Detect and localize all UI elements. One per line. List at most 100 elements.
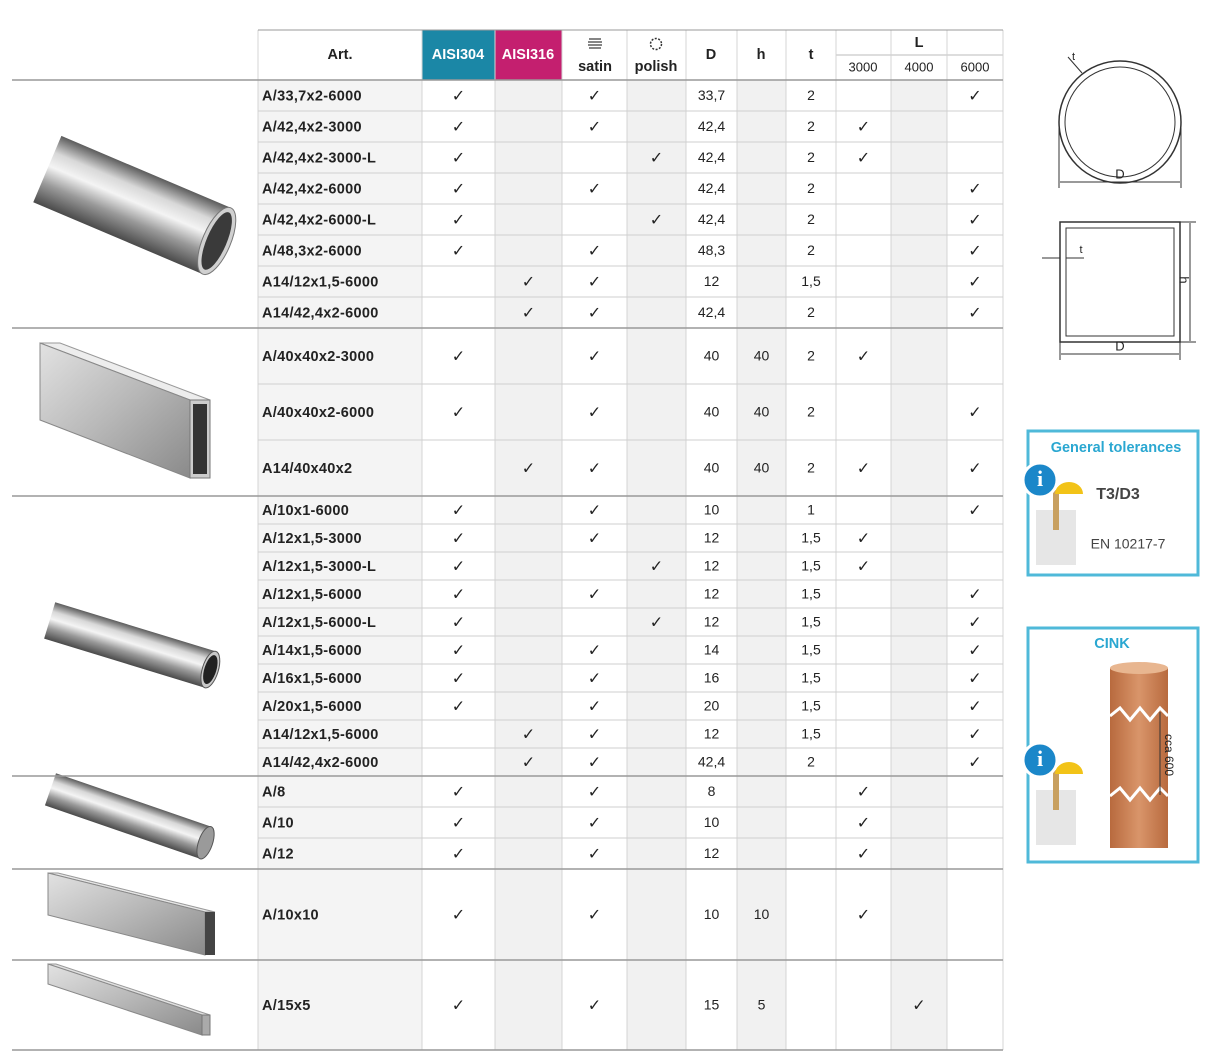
dimension-value: 10 bbox=[754, 906, 770, 922]
dimension-value: 15 bbox=[704, 997, 720, 1013]
dimension-value: 2 bbox=[807, 304, 815, 320]
dimension-value: 40 bbox=[704, 348, 720, 364]
dimension-value: 40 bbox=[704, 460, 720, 476]
square-profile-diagram bbox=[1042, 221, 1196, 360]
article-code: A/42,4x2-3000 bbox=[262, 119, 362, 135]
tolerances-standard: EN 10217-7 bbox=[1091, 536, 1166, 552]
article-code: A/42,4x2-6000-L bbox=[262, 212, 376, 228]
header-polish: polish bbox=[635, 59, 678, 75]
header-6000: 6000 bbox=[961, 59, 990, 74]
article-code: A14/40x40x2 bbox=[262, 461, 352, 477]
small-square-tube-image bbox=[47, 872, 216, 956]
check-mark: ✓ bbox=[452, 585, 465, 604]
dimension-value: 1,5 bbox=[801, 698, 821, 714]
dimension-value: 42,4 bbox=[698, 754, 725, 770]
article-code: A/12x1,5-6000-L bbox=[262, 615, 376, 631]
table-grid bbox=[12, 29, 1004, 1051]
dimension-value: 14 bbox=[704, 642, 720, 658]
dimension-value: 2 bbox=[807, 404, 815, 420]
check-mark: ✓ bbox=[452, 148, 465, 167]
check-mark: ✓ bbox=[452, 813, 465, 832]
check-mark: ✓ bbox=[968, 725, 981, 744]
check-mark: ✓ bbox=[968, 641, 981, 660]
check-mark: ✓ bbox=[968, 697, 981, 716]
check-mark: ✓ bbox=[588, 303, 601, 322]
check-mark: ✓ bbox=[588, 272, 601, 291]
dimension-value: 12 bbox=[704, 530, 720, 546]
dimension-value: 42,4 bbox=[698, 304, 725, 320]
table-background bbox=[258, 80, 947, 1050]
check-mark: ✓ bbox=[968, 585, 981, 604]
check-mark: ✓ bbox=[452, 117, 465, 136]
round-t-label: t bbox=[1072, 51, 1075, 63]
dimension-value: 20 bbox=[704, 698, 720, 714]
check-mark: ✓ bbox=[588, 844, 601, 863]
flat-bar-image bbox=[47, 963, 211, 1036]
tolerances-grade: T3/D3 bbox=[1096, 486, 1140, 503]
satin-icon bbox=[588, 38, 602, 49]
check-mark: ✓ bbox=[588, 179, 601, 198]
square-d-label: D bbox=[1115, 338, 1124, 353]
check-mark: ✓ bbox=[588, 585, 601, 604]
check-mark: ✓ bbox=[857, 459, 870, 478]
article-code: A/40x40x2-6000 bbox=[262, 405, 374, 421]
check-mark: ✓ bbox=[857, 782, 870, 801]
check-mark: ✓ bbox=[588, 996, 601, 1015]
dimension-value: 2 bbox=[807, 460, 815, 476]
dimension-value: 2 bbox=[807, 211, 815, 227]
header-h: h bbox=[757, 47, 766, 63]
check-mark: ✓ bbox=[857, 529, 870, 548]
article-code: A/8 bbox=[262, 784, 285, 800]
dimension-value: 1,5 bbox=[801, 273, 821, 289]
dimension-value: 2 bbox=[807, 87, 815, 103]
dimension-value: 48,3 bbox=[698, 242, 725, 258]
dimension-value: 12 bbox=[704, 273, 720, 289]
check-mark: ✓ bbox=[588, 669, 601, 688]
check-mark: ✓ bbox=[857, 148, 870, 167]
dimension-value: 1,5 bbox=[801, 614, 821, 630]
check-mark: ✓ bbox=[857, 905, 870, 924]
dimension-value: 40 bbox=[754, 460, 770, 476]
header-aisi304: AISI304 bbox=[432, 47, 484, 63]
article-code: A/20x1,5-6000 bbox=[262, 699, 362, 715]
check-mark: ✓ bbox=[452, 501, 465, 520]
check-mark: ✓ bbox=[857, 557, 870, 576]
article-code: A/33,7x2-6000 bbox=[262, 88, 362, 104]
check-mark: ✓ bbox=[650, 557, 663, 576]
check-mark: ✓ bbox=[968, 210, 981, 229]
article-code: A/12 bbox=[262, 846, 294, 862]
cink-title: CINK bbox=[1094, 636, 1130, 652]
dimension-value: 42,4 bbox=[698, 180, 725, 196]
dimension-value: 1,5 bbox=[801, 726, 821, 742]
column-shade bbox=[891, 80, 947, 1050]
info-figure: i bbox=[1021, 461, 1083, 565]
check-mark: ✓ bbox=[588, 117, 601, 136]
check-mark: ✓ bbox=[588, 725, 601, 744]
header-4000: 4000 bbox=[905, 59, 934, 74]
check-mark: ✓ bbox=[452, 347, 465, 366]
check-mark: ✓ bbox=[452, 782, 465, 801]
aisi304-header-bg bbox=[422, 30, 495, 80]
round-tube-image bbox=[33, 135, 237, 276]
check-mark: ✓ bbox=[968, 241, 981, 260]
dimension-value: 2 bbox=[807, 118, 815, 134]
dimension-value: 2 bbox=[807, 348, 815, 364]
column-shade bbox=[737, 80, 786, 1050]
article-code: A/12x1,5-6000 bbox=[262, 587, 362, 603]
check-mark: ✓ bbox=[452, 697, 465, 716]
check-mark: ✓ bbox=[588, 753, 601, 772]
article-code: A14/12x1,5-6000 bbox=[262, 274, 379, 290]
check-mark: ✓ bbox=[588, 86, 601, 105]
square-tube-image bbox=[39, 342, 211, 479]
dimension-value: 40 bbox=[754, 348, 770, 364]
dimension-value: 42,4 bbox=[698, 149, 725, 165]
square-t-label: t bbox=[1079, 244, 1082, 256]
header-satin: satin bbox=[578, 59, 612, 75]
check-mark: ✓ bbox=[588, 905, 601, 924]
polish-icon bbox=[649, 37, 663, 51]
article-code: A/42,4x2-6000 bbox=[262, 181, 362, 197]
check-mark: ✓ bbox=[968, 501, 981, 520]
dimension-value: 42,4 bbox=[698, 118, 725, 134]
check-mark: ✓ bbox=[857, 813, 870, 832]
